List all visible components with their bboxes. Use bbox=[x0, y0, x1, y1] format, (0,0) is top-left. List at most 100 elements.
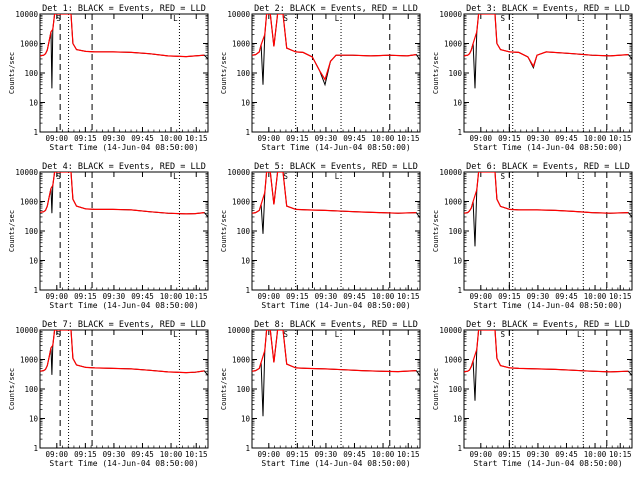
x-tick-label: 09:30 bbox=[315, 450, 338, 459]
symbol-l: L bbox=[173, 172, 178, 181]
panel-title: Det 5: BLACK = Events, RED = LLD bbox=[254, 162, 418, 172]
x-tick-label: 10:00 bbox=[584, 450, 607, 459]
y-tick-label: 100 bbox=[236, 69, 250, 78]
x-tick-label: 10:00 bbox=[160, 292, 183, 301]
panel-det-4: Det 4: BLACK = Events, RED = LLD 1 10 100 10… bbox=[8, 162, 209, 310]
y-tick-label: 10000 bbox=[15, 326, 38, 335]
panel-det-6: Det 6: BLACK = Events, RED = LLD 1 10 100 10… bbox=[432, 162, 633, 310]
y-axis-label: Counts/sec bbox=[220, 368, 228, 410]
y-tick-label: 1 bbox=[457, 286, 462, 295]
x-tick-label: 09:45 bbox=[343, 450, 366, 459]
x-tick-label: 09:00 bbox=[258, 134, 281, 143]
plot-frame bbox=[39, 171, 209, 291]
panel-det-2: Det 2: BLACK = Events, RED = LLD 1 10 100 10… bbox=[220, 4, 421, 152]
series-lld-line bbox=[464, 14, 629, 68]
symbol-l: L bbox=[577, 14, 582, 23]
x-tick-label: 09:45 bbox=[555, 450, 578, 459]
x-tick-label: 10:15 bbox=[609, 292, 632, 301]
symbol-s: S bbox=[500, 172, 505, 181]
symbol-s: S bbox=[500, 14, 505, 23]
y-tick-label: 10 bbox=[453, 99, 463, 108]
x-tick-label: 10:00 bbox=[372, 450, 395, 459]
symbol-s: S bbox=[56, 14, 61, 23]
x-tick-label: 10:15 bbox=[609, 134, 632, 143]
y-tick-label: 1000 bbox=[20, 40, 39, 49]
y-tick-label: 100 bbox=[448, 69, 462, 78]
panel-det-1: Det 1: BLACK = Events, RED = LLD 1 10 100 10… bbox=[8, 4, 209, 152]
y-tick-label: 10 bbox=[241, 99, 251, 108]
panel-title: Det 3: BLACK = Events, RED = LLD bbox=[466, 4, 630, 14]
symbol-l: L bbox=[173, 330, 178, 339]
y-tick-label: 10000 bbox=[439, 10, 462, 19]
y-tick-label: 1 bbox=[33, 286, 38, 295]
x-tick-label: 09:00 bbox=[46, 134, 69, 143]
y-tick-label: 1 bbox=[245, 286, 250, 295]
x-tick-label: 09:45 bbox=[131, 292, 154, 301]
y-tick-label: 100 bbox=[24, 227, 38, 236]
x-tick-label: 09:00 bbox=[470, 292, 493, 301]
x-axis-label: Start Time (14-Jun-04 08:50:00) bbox=[49, 459, 198, 468]
x-tick-label: 10:00 bbox=[584, 134, 607, 143]
series-lld-line bbox=[252, 172, 417, 214]
x-tick-label: 10:15 bbox=[397, 450, 420, 459]
y-tick-label: 100 bbox=[236, 227, 250, 236]
x-tick-label: 09:00 bbox=[258, 292, 281, 301]
panel-title: Det 1: BLACK = Events, RED = LLD bbox=[42, 4, 206, 14]
y-tick-label: 10 bbox=[453, 257, 463, 266]
x-tick-label: 09:00 bbox=[470, 450, 493, 459]
x-axis-label: Start Time (14-Jun-04 08:50:00) bbox=[49, 301, 198, 310]
plot-frame bbox=[251, 13, 421, 133]
symbol-l: L bbox=[335, 14, 340, 23]
y-tick-label: 1000 bbox=[232, 356, 251, 365]
y-tick-label: 1 bbox=[33, 444, 38, 453]
x-tick-label: 10:15 bbox=[609, 450, 632, 459]
y-tick-label: 1000 bbox=[444, 356, 463, 365]
y-axis-label: Counts/sec bbox=[220, 52, 228, 94]
y-tick-label: 1000 bbox=[444, 198, 463, 207]
panel-det-5: Det 5: BLACK = Events, RED = LLD 1 10 100 10… bbox=[220, 162, 421, 310]
y-tick-label: 1000 bbox=[232, 198, 251, 207]
x-tick-label: 10:15 bbox=[185, 292, 208, 301]
series-lld-line bbox=[464, 172, 629, 214]
x-tick-label: 09:30 bbox=[527, 450, 550, 459]
x-tick-label: 09:30 bbox=[315, 292, 338, 301]
x-tick-label: 10:15 bbox=[397, 134, 420, 143]
x-axis-label: Start Time (14-Jun-04 08:50:00) bbox=[473, 459, 622, 468]
x-tick-label: 09:45 bbox=[131, 450, 154, 459]
x-tick-label: 09:30 bbox=[103, 292, 126, 301]
y-tick-label: 10000 bbox=[227, 10, 250, 19]
panel-title: Det 8: BLACK = Events, RED = LLD bbox=[254, 320, 418, 330]
series-lld-line bbox=[252, 330, 417, 373]
x-tick-label: 09:30 bbox=[527, 134, 550, 143]
panel-det-7: Det 7: BLACK = Events, RED = LLD 1 10 100 10… bbox=[8, 320, 209, 468]
x-tick-label: 09:15 bbox=[286, 450, 309, 459]
y-axis-label: Counts/sec bbox=[8, 368, 16, 410]
x-tick-label: 09:45 bbox=[343, 134, 366, 143]
panel-title: Det 2: BLACK = Events, RED = LLD bbox=[254, 4, 418, 14]
y-tick-label: 1 bbox=[245, 128, 250, 137]
y-tick-label: 10 bbox=[29, 99, 39, 108]
symbol-l: L bbox=[335, 330, 340, 339]
x-tick-label: 10:00 bbox=[372, 292, 395, 301]
y-tick-label: 10000 bbox=[439, 326, 462, 335]
series-lld-line bbox=[40, 330, 205, 374]
y-tick-label: 100 bbox=[448, 227, 462, 236]
panel-det-3: Det 3: BLACK = Events, RED = LLD 1 10 100 10… bbox=[432, 4, 633, 152]
y-tick-label: 10 bbox=[29, 257, 39, 266]
x-tick-label: 09:00 bbox=[470, 134, 493, 143]
y-tick-label: 1000 bbox=[232, 40, 251, 49]
plot-frame bbox=[39, 329, 209, 449]
series-lld-line bbox=[40, 172, 205, 215]
y-tick-label: 1 bbox=[457, 444, 462, 453]
y-tick-label: 10000 bbox=[439, 168, 462, 177]
x-tick-label: 09:15 bbox=[498, 292, 521, 301]
x-tick-label: 10:00 bbox=[584, 292, 607, 301]
y-axis-label: Counts/sec bbox=[220, 210, 228, 252]
y-tick-label: 10000 bbox=[15, 168, 38, 177]
x-tick-label: 09:00 bbox=[258, 450, 281, 459]
y-tick-label: 100 bbox=[24, 69, 38, 78]
x-axis-label: Start Time (14-Jun-04 08:50:00) bbox=[261, 459, 410, 468]
x-tick-label: 09:45 bbox=[131, 134, 154, 143]
y-tick-label: 100 bbox=[24, 385, 38, 394]
y-tick-label: 10 bbox=[241, 415, 251, 424]
